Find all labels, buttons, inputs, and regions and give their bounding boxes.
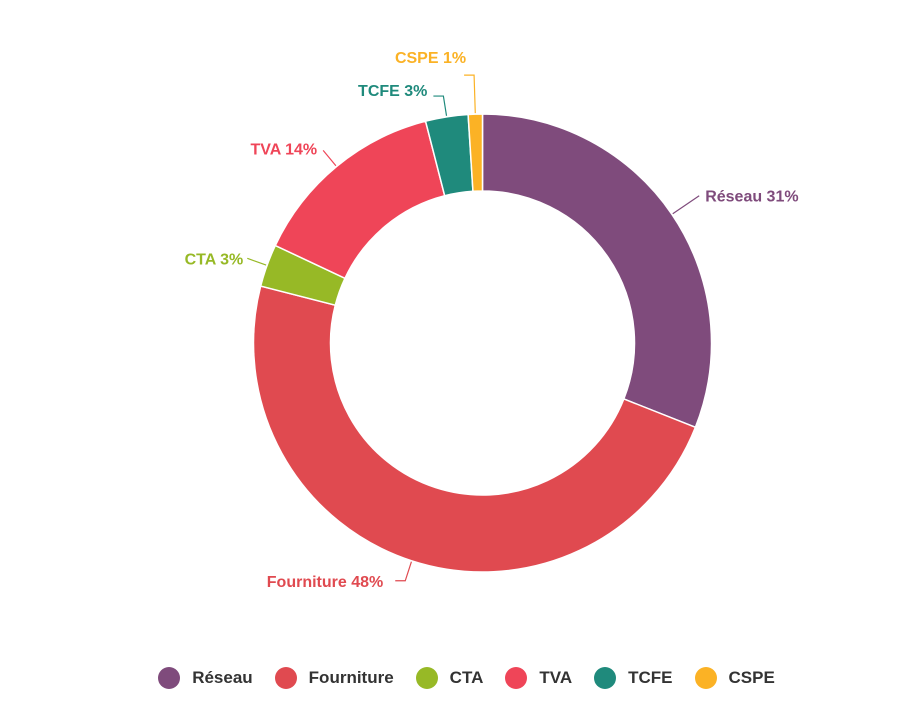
donut-slice-cspe[interactable] bbox=[467, 113, 484, 193]
legend-label: Réseau bbox=[192, 668, 253, 687]
legend-swatch bbox=[594, 667, 617, 689]
data-label: Fourniture 48% bbox=[267, 574, 383, 591]
legend-swatch bbox=[505, 667, 528, 689]
legend-label: TVA bbox=[539, 668, 573, 687]
data-label: TVA 14% bbox=[250, 141, 317, 158]
legend-item-tva[interactable]: TVA bbox=[505, 667, 572, 689]
legend-swatch bbox=[274, 667, 297, 689]
legend-swatch bbox=[415, 667, 438, 689]
donut-slice-fourniture[interactable] bbox=[252, 285, 697, 573]
chart-legend: Réseau Fourniture CTA TVA TCFE CSPE bbox=[0, 660, 923, 696]
legend-item-cspe[interactable]: CSPE bbox=[694, 667, 775, 689]
donut-slice-reseau[interactable] bbox=[481, 113, 713, 429]
label-connector bbox=[672, 195, 700, 215]
legend-swatch bbox=[158, 667, 181, 689]
legend-swatch bbox=[694, 667, 717, 689]
label-connector bbox=[464, 74, 476, 114]
data-label: Réseau 31% bbox=[705, 189, 798, 206]
legend-item-fourniture[interactable]: Fourniture bbox=[274, 667, 394, 689]
label-connector bbox=[322, 149, 337, 167]
legend-item-reseau[interactable]: Réseau bbox=[158, 667, 253, 689]
label-connector bbox=[395, 561, 412, 582]
legend-label: CTA bbox=[449, 668, 484, 687]
legend-label: TCFE bbox=[628, 668, 673, 687]
data-label: TCFE 3% bbox=[358, 83, 427, 100]
legend-item-tcfe[interactable]: TCFE bbox=[594, 667, 673, 689]
legend-label: CSPE bbox=[728, 668, 775, 687]
label-connector bbox=[247, 257, 267, 266]
data-label: CTA 3% bbox=[185, 251, 244, 268]
legend-label: Fourniture bbox=[308, 668, 394, 687]
data-label: CSPE 1% bbox=[395, 50, 466, 67]
label-connector bbox=[433, 95, 448, 116]
legend-item-cta[interactable]: CTA bbox=[415, 667, 484, 689]
